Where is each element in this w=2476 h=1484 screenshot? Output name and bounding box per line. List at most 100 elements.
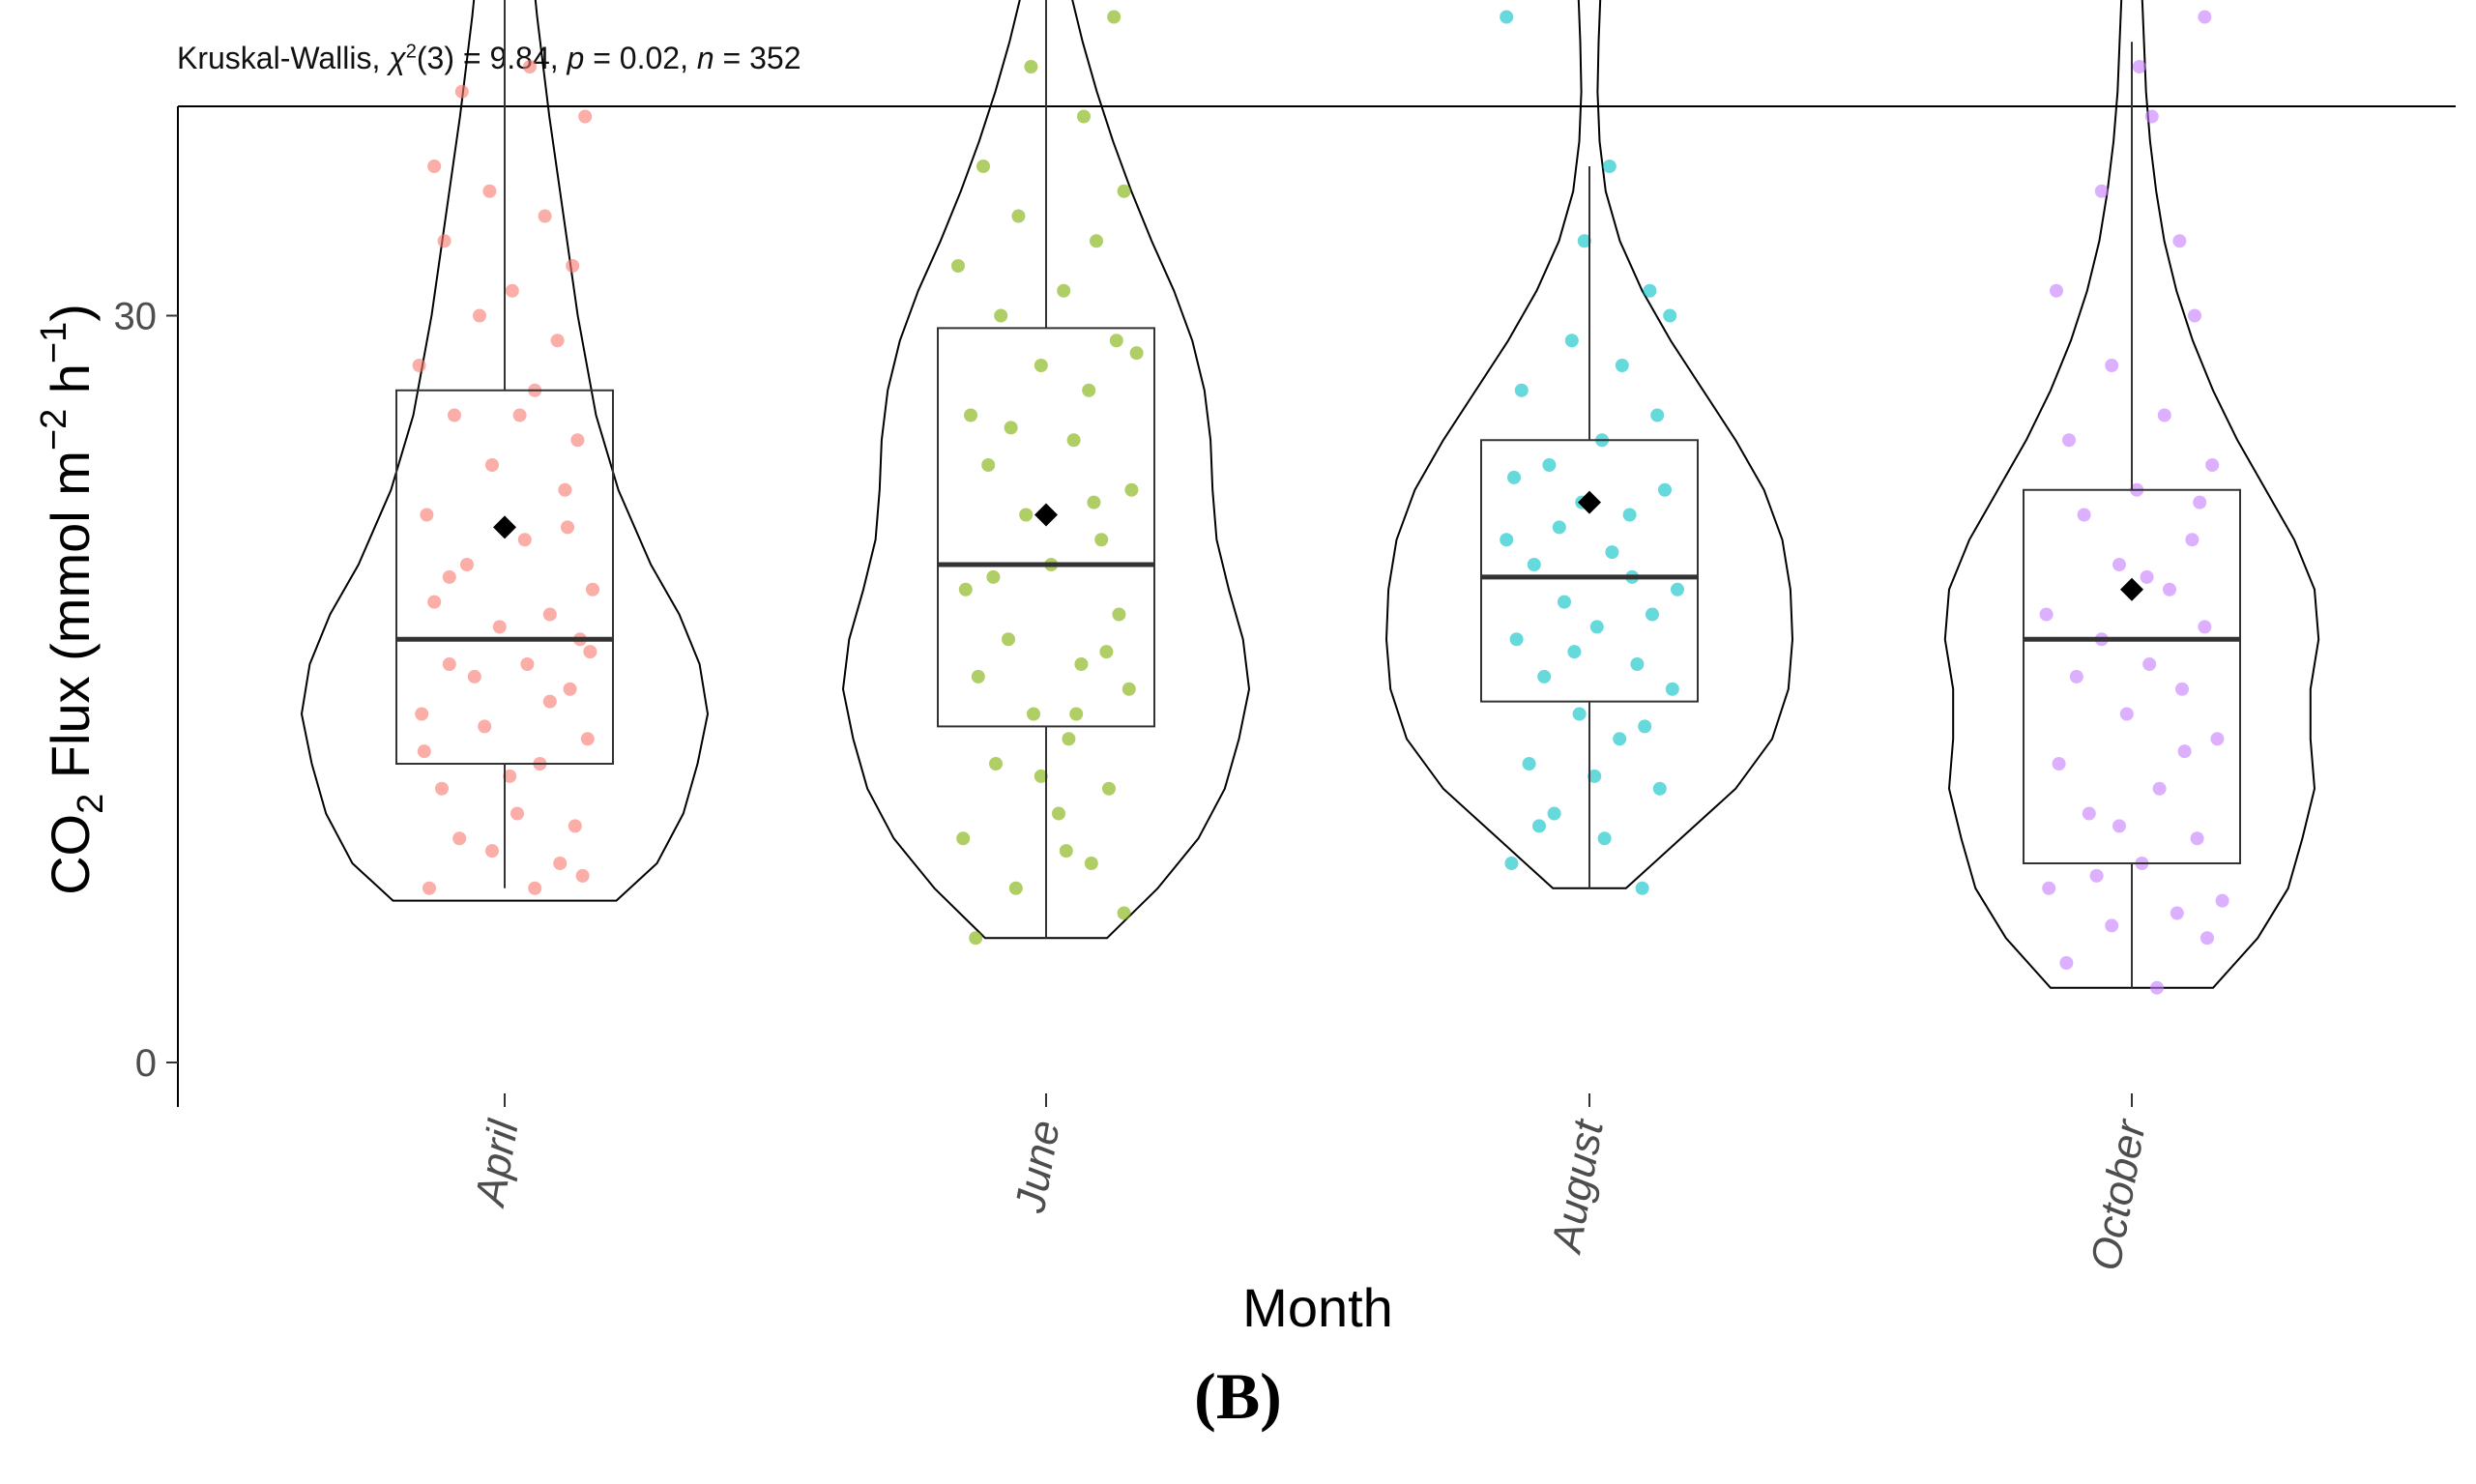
subtitle-p: p xyxy=(567,41,585,75)
data-point xyxy=(482,184,497,198)
data-point xyxy=(580,732,595,746)
data-point xyxy=(1588,769,1602,783)
x-tick-label: June xyxy=(1006,1117,1069,1216)
data-point xyxy=(1638,719,1652,734)
data-point xyxy=(2112,558,2126,571)
box xyxy=(937,327,1155,728)
data-point xyxy=(528,881,542,895)
data-point xyxy=(2210,732,2225,746)
subtitle-chi-sup: 2 xyxy=(405,41,417,63)
box xyxy=(1480,439,1699,703)
data-point xyxy=(1597,831,1612,846)
data-point xyxy=(1630,657,1645,671)
data-point xyxy=(1109,334,1123,348)
data-point xyxy=(2062,433,2076,448)
data-point xyxy=(2170,906,2184,920)
data-point xyxy=(442,569,456,584)
x-tick-label: October xyxy=(2082,1115,2155,1274)
data-point xyxy=(1102,781,1116,796)
data-point xyxy=(958,582,973,597)
data-point xyxy=(1059,844,1073,858)
data-point xyxy=(2157,408,2171,422)
data-point xyxy=(478,719,492,734)
data-point xyxy=(1008,881,1023,895)
points xyxy=(412,10,2229,995)
y-axis-title: CO2 Flux (mmol m−2 h−1) xyxy=(34,304,111,895)
data-point xyxy=(460,558,474,571)
data-point xyxy=(1099,645,1114,659)
data-point xyxy=(2198,10,2212,24)
data-point xyxy=(1024,60,1038,73)
data-point xyxy=(583,645,597,659)
data-point xyxy=(485,458,499,472)
data-point xyxy=(1532,819,1546,833)
data-point xyxy=(1034,359,1048,372)
data-point xyxy=(2142,657,2157,671)
data-point xyxy=(2190,831,2204,846)
data-point xyxy=(1117,184,1131,198)
violin-june xyxy=(842,0,1250,940)
x-tick-label: April xyxy=(466,1116,528,1211)
data-point xyxy=(1500,533,1514,547)
data-point xyxy=(437,234,452,248)
data-point xyxy=(2105,918,2119,933)
data-point xyxy=(412,359,426,372)
data-point xyxy=(503,769,517,783)
x-axis-title: Month xyxy=(1242,1277,1393,1338)
data-point xyxy=(1635,881,1649,895)
data-point xyxy=(1622,508,1637,522)
data-point xyxy=(473,308,486,323)
y-tick-label: 30 xyxy=(114,296,158,338)
data-point xyxy=(1646,607,1659,622)
y-tick-label: 0 xyxy=(135,1042,157,1085)
data-point xyxy=(956,831,971,846)
data-point xyxy=(2052,757,2066,771)
data-point xyxy=(542,694,557,709)
y-ticks: 0306090 xyxy=(114,296,178,1085)
data-point xyxy=(452,831,467,846)
data-point xyxy=(578,109,593,124)
y-title-h: h xyxy=(40,364,101,409)
box xyxy=(395,389,614,765)
mean-marker xyxy=(1034,503,1058,527)
data-point xyxy=(2050,283,2063,298)
data-point xyxy=(2089,868,2104,883)
mean-marker xyxy=(493,515,516,539)
data-point xyxy=(1509,632,1524,647)
data-point xyxy=(1605,545,1619,560)
data-point xyxy=(1052,806,1065,821)
mean-marker xyxy=(2120,577,2143,601)
data-point xyxy=(969,931,983,946)
data-point xyxy=(2193,495,2207,509)
data-point xyxy=(563,682,577,696)
data-point xyxy=(986,569,1001,584)
data-point xyxy=(1094,533,1109,547)
data-point xyxy=(1082,383,1096,397)
data-point xyxy=(2039,607,2054,622)
data-point xyxy=(976,160,990,173)
box xyxy=(2023,488,2241,864)
data-point xyxy=(2175,682,2189,696)
data-point xyxy=(1527,558,1541,571)
data-point xyxy=(550,334,565,348)
data-point xyxy=(1663,308,1677,323)
violin-october xyxy=(1943,0,2320,989)
data-point xyxy=(1117,906,1131,920)
boxplots xyxy=(395,0,2241,988)
subtitle-test: Kruskal-Wallis, xyxy=(177,41,390,75)
data-point xyxy=(553,857,568,870)
data-point xyxy=(505,283,519,298)
data-point xyxy=(2077,508,2091,522)
data-point xyxy=(435,781,449,796)
y-title-sub: 2 xyxy=(71,794,111,814)
data-point xyxy=(2140,569,2154,584)
data-point xyxy=(1057,283,1071,298)
data-point xyxy=(520,657,535,671)
subtitle-p-rest: = 0.02, xyxy=(584,41,697,75)
data-point xyxy=(2172,234,2187,248)
data-point xyxy=(512,408,527,422)
data-point xyxy=(1066,433,1081,448)
data-point xyxy=(1019,508,1034,522)
data-point xyxy=(467,669,481,684)
y-title-close: ) xyxy=(40,304,101,322)
